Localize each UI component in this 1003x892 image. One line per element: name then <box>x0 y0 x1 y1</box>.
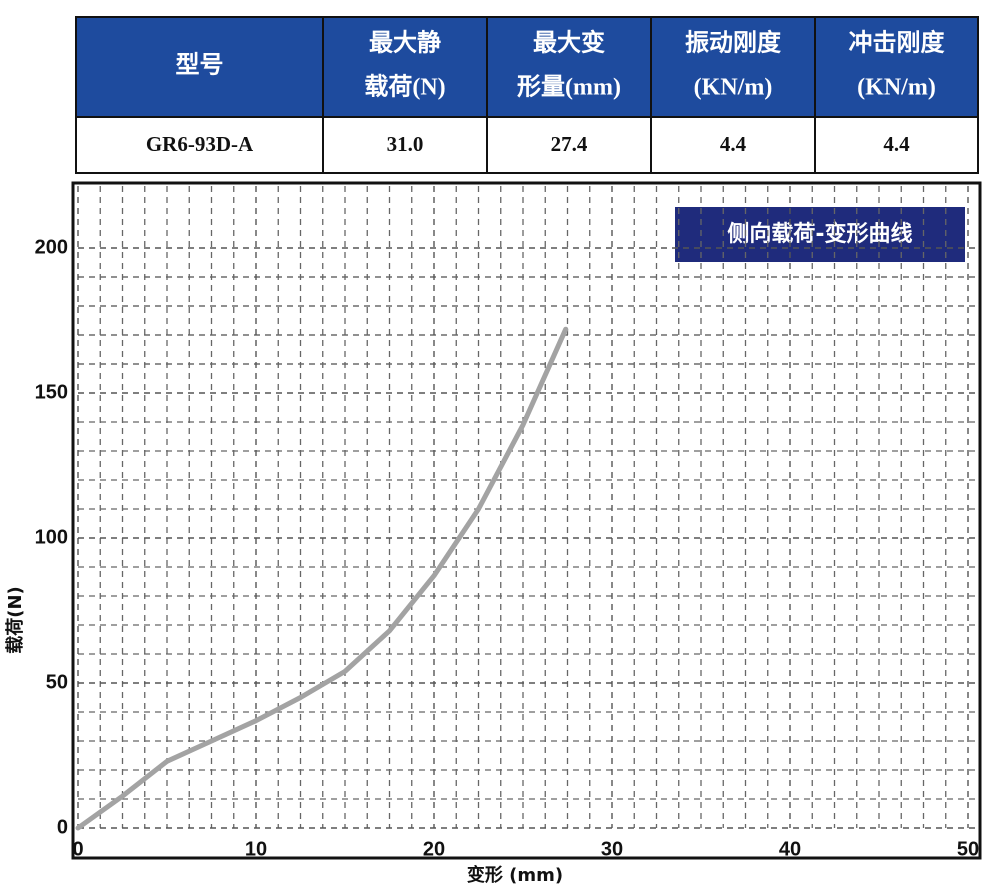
y-tick-label: 0 <box>57 816 68 838</box>
header-cell: 冲击刚度 <box>849 29 946 57</box>
y-tick-label: 100 <box>35 526 68 548</box>
table-cell: 31.0 <box>387 132 424 156</box>
header-cell: 最大静 <box>369 30 441 57</box>
x-tick-label: 20 <box>423 838 445 860</box>
header-cell: 载荷(N) <box>364 74 445 101</box>
header-cell: (KN/m) <box>857 75 936 101</box>
header-cell: 形量(mm) <box>517 74 621 101</box>
x-axis-label: 变形 (mm) <box>467 864 563 886</box>
table-border <box>75 16 979 174</box>
header-cell: 振动刚度 <box>685 29 782 57</box>
y-tick-label: 50 <box>46 671 68 693</box>
table-cell: 4.4 <box>720 132 747 156</box>
y-tick-label: 150 <box>35 381 68 403</box>
legend-title: 侧向载荷-变形曲线 <box>727 221 912 247</box>
header-cell: 型号 <box>176 52 224 79</box>
x-tick-label: 40 <box>779 838 801 860</box>
chart-frame <box>71 181 982 860</box>
header-cell: (KN/m) <box>694 75 773 101</box>
y-axis-label: 载荷(N) <box>4 586 26 654</box>
table-header-bg <box>76 17 978 117</box>
x-tick-label: 10 <box>245 838 267 860</box>
table-cell: GR6-93D-A <box>146 132 254 156</box>
header-cell: 最大变 <box>533 29 605 57</box>
x-tick-label: 0 <box>72 838 83 860</box>
x-tick-label: 50 <box>957 838 979 860</box>
data-line <box>75 326 569 831</box>
table-cell: 27.4 <box>551 132 588 156</box>
y-tick-label: 200 <box>35 236 68 258</box>
x-tick-label: 30 <box>601 838 623 860</box>
table-cell: 4.4 <box>883 132 910 156</box>
